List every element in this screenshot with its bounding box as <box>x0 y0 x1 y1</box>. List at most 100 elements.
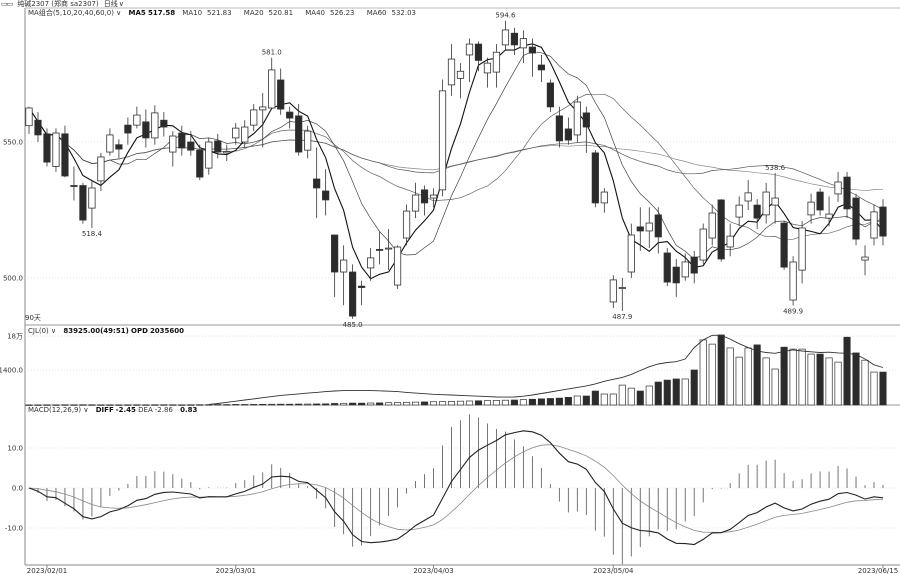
volume-bar <box>555 397 563 406</box>
candle-up <box>106 128 114 156</box>
candle-up <box>456 63 465 99</box>
volume-bar <box>367 402 375 406</box>
candle-body <box>322 190 330 201</box>
candle-up <box>609 275 617 308</box>
candle-body <box>798 227 806 271</box>
candle-body <box>681 261 689 278</box>
candle-body <box>178 132 186 149</box>
volume-bar <box>519 399 527 406</box>
candle-up <box>600 188 608 213</box>
volume-y-tick-label: 18万 <box>7 333 23 341</box>
candle-down <box>322 169 330 216</box>
chart-title-bar: ▭▭ 纯碱2307 (郑商 sa2307) 日线∨ <box>1 0 134 8</box>
volume-bar <box>313 403 321 406</box>
candle-down <box>142 109 150 148</box>
candle-body <box>313 178 321 189</box>
volume-indicator-selector[interactable]: CJL(0) ∨ <box>28 327 57 335</box>
volume-bar <box>115 404 123 406</box>
volume-bar <box>429 401 438 406</box>
candle-up <box>744 180 752 210</box>
volume-bar <box>852 352 860 406</box>
candle-up <box>861 245 869 276</box>
candle-up <box>807 193 815 224</box>
volume-bar <box>870 371 878 406</box>
macd-y-tick-label: 0.0 <box>12 485 23 493</box>
volume-bar <box>816 353 824 406</box>
price-extreme-label: 594.6 <box>495 12 516 20</box>
candle-body <box>331 234 339 273</box>
candle-down <box>555 106 563 148</box>
candle-down <box>79 182 87 224</box>
candle-body <box>241 126 249 143</box>
volume-bar <box>250 404 258 406</box>
period-selector[interactable]: 日线∨ <box>104 0 129 8</box>
candle-body <box>663 252 671 283</box>
macd-indicator-selector[interactable]: MACD(12,26,9) ∨ <box>28 406 89 414</box>
candle-up <box>88 180 96 228</box>
candle-body <box>807 201 815 216</box>
volume-legend: CJL(0) ∨ 83925.00(49:51) OPD 2035600 <box>28 327 184 335</box>
candle-body <box>546 82 554 108</box>
window-layout-icon[interactable]: ▭▭ <box>1 0 13 8</box>
volume-bar <box>25 404 33 406</box>
price-extreme-label: 487.9 <box>612 313 632 321</box>
volume-bar <box>762 357 770 406</box>
x-tick-label: 2023/03/01 <box>216 567 256 574</box>
candle-body <box>483 62 492 74</box>
ma5-readout: MA5 517.58 <box>128 9 176 17</box>
contract-title: 纯碱2307 (郑商 sa2307) <box>17 0 99 8</box>
volume-bar <box>295 403 303 406</box>
candle-down <box>717 199 725 262</box>
candle-up <box>699 223 707 265</box>
candle-body <box>115 144 123 150</box>
candle-down <box>474 41 483 72</box>
candle-body <box>744 192 752 202</box>
candle-up <box>259 93 267 148</box>
candle-body <box>88 187 96 209</box>
volume-bar <box>43 404 51 406</box>
candle-body <box>735 204 743 218</box>
volume-bar <box>564 396 572 406</box>
candle-body <box>304 130 312 151</box>
volume-bar <box>241 404 249 406</box>
candle-body <box>286 111 294 119</box>
volume-bar <box>600 393 608 406</box>
candle-body <box>232 127 240 139</box>
candle-up <box>708 204 716 246</box>
candle-body <box>555 115 563 142</box>
candle-up <box>250 103 258 132</box>
candle-up <box>366 248 375 281</box>
volume-bar <box>322 403 330 406</box>
volume-bar <box>834 361 842 406</box>
candle-body <box>151 112 159 139</box>
candle-down <box>286 106 294 129</box>
candle-body <box>690 256 698 274</box>
candle-down <box>582 106 590 153</box>
volume-bar <box>438 401 447 406</box>
volume-bar <box>259 403 267 406</box>
volume-bar <box>268 403 276 406</box>
volume-bar <box>546 398 554 406</box>
ma-indicator-selector[interactable]: MA组合(5,10,20,40,60,0) ∨ <box>28 9 122 17</box>
candle-up <box>25 106 33 134</box>
candle-down <box>537 54 546 83</box>
candle-body <box>358 285 366 288</box>
candle-down <box>277 68 285 115</box>
candle-down <box>70 166 78 201</box>
candle-body <box>600 191 608 204</box>
candle-body <box>295 115 303 153</box>
volume-bar <box>636 390 644 406</box>
candle-up <box>97 152 105 191</box>
volume-bar <box>753 344 761 406</box>
candle-down <box>546 79 554 113</box>
candle-body <box>861 256 869 261</box>
volume-bar <box>807 353 815 406</box>
candle-down <box>331 234 339 298</box>
candle-body <box>879 206 887 237</box>
candle-body <box>825 213 833 219</box>
candle-down <box>124 117 132 145</box>
candle-up <box>798 220 806 284</box>
opd-readout: 2035600 <box>149 327 185 335</box>
dea-line <box>28 444 884 533</box>
